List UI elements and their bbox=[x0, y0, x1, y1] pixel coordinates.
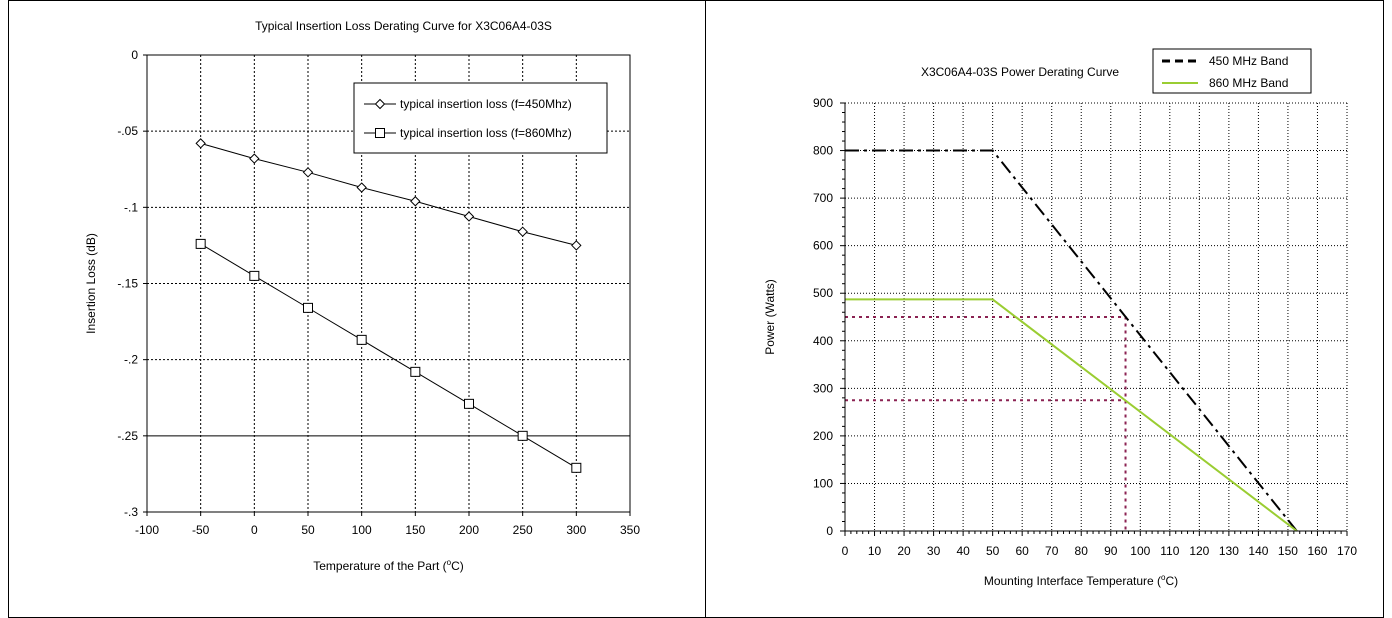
y-tick-label: -.25 bbox=[117, 429, 138, 443]
legend-label-860: typical insertion loss (f=860Mhz) bbox=[400, 126, 572, 140]
data-point-diamond bbox=[249, 153, 260, 164]
y-tick-label: -.1 bbox=[124, 200, 138, 214]
x-tick-label: 200 bbox=[459, 523, 479, 537]
legend-label-450: typical insertion loss (f=450Mhz) bbox=[400, 97, 572, 111]
data-point-diamond bbox=[195, 138, 206, 149]
legend-diamond-icon bbox=[374, 98, 386, 110]
x-tick-label: 50 bbox=[301, 523, 315, 537]
data-point-diamond bbox=[410, 196, 421, 207]
x-tick-label: 250 bbox=[513, 523, 533, 537]
y-tick-label: 0 bbox=[131, 48, 138, 62]
y-tick-label: -.2 bbox=[124, 353, 138, 367]
y-tick-label: -.05 bbox=[117, 124, 138, 138]
y-tick-label: -.15 bbox=[117, 277, 138, 291]
data-point-square bbox=[571, 462, 582, 473]
legend-box bbox=[353, 82, 608, 154]
data-point-square bbox=[195, 238, 206, 249]
data-point-diamond bbox=[302, 167, 314, 178]
data-point-square bbox=[410, 366, 421, 377]
x-tick-label: 350 bbox=[620, 523, 640, 537]
y-axis-label: Insertion Loss (dB) bbox=[84, 233, 98, 334]
data-point-square bbox=[517, 430, 528, 441]
insertion-loss-chart: -100 -50 0 50 100 150 200 250 300 350 0 -.05 -.1 -.15… bbox=[84, 19, 640, 573]
series-line-450 bbox=[200, 142, 577, 246]
data-point-diamond bbox=[571, 240, 582, 251]
x-tick-label: -100 bbox=[135, 523, 159, 537]
data-point-diamond bbox=[463, 211, 475, 222]
data-point-diamond bbox=[517, 226, 528, 237]
data-point-square bbox=[464, 398, 474, 409]
legend-square-icon bbox=[375, 128, 385, 138]
data-point-square bbox=[303, 302, 313, 313]
y-tick-label: -.3 bbox=[124, 505, 138, 519]
x-tick-label: -50 bbox=[192, 523, 210, 537]
legend: typical insertion loss (f=450Mhz) typica… bbox=[353, 82, 608, 154]
x-tick-label: 100 bbox=[352, 523, 372, 537]
data-point-square bbox=[356, 334, 367, 345]
axis-ticks: -100 -50 0 50 100 150 200 250 300 350 0 -.05 -.1 -.15… bbox=[117, 48, 640, 537]
series-line-860 bbox=[200, 243, 577, 469]
x-tick-label: 300 bbox=[566, 523, 586, 537]
series-group bbox=[195, 138, 582, 473]
x-axis-label: Temperature of the Part (oC) bbox=[313, 558, 464, 573]
chart-title: Typical Insertion Loss Derating Curve fo… bbox=[255, 19, 552, 33]
data-point-diamond bbox=[356, 182, 367, 193]
x-tick-label: 0 bbox=[251, 523, 258, 537]
x-tick-label: 150 bbox=[405, 523, 425, 537]
data-point-square bbox=[249, 270, 260, 281]
panel-divider bbox=[705, 0, 706, 618]
